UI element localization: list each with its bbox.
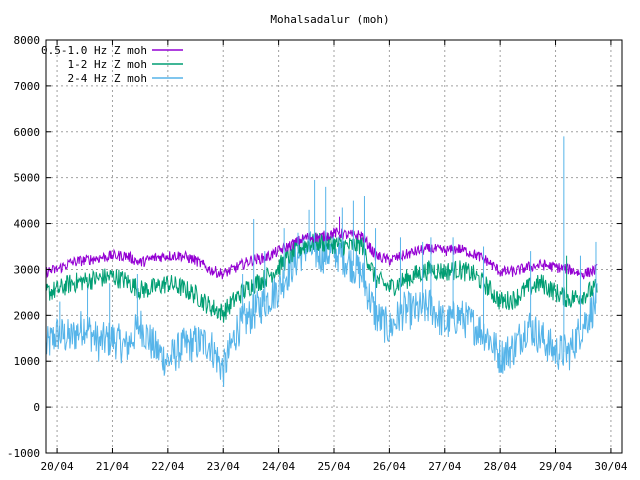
x-axis: 20/04 21/04 22/04 23/04 24/04 25/04 26/04 27/04…: [41, 40, 628, 473]
y-tick-label: 8000: [14, 34, 41, 47]
x-tick-label: 28/04: [484, 460, 517, 473]
y-tick-label: 4000: [14, 218, 41, 231]
y-tick-label: 3000: [14, 263, 41, 276]
y-axis: -1000 0 1000 2000 3000 4000 5000 6000 7000 8000: [7, 34, 622, 460]
x-tick-label: 21/04: [96, 460, 129, 473]
y-tick-label: 6000: [14, 126, 41, 139]
chart-title: Mohalsadalur (moh): [270, 13, 389, 26]
legend-label: 0.5-1.0 Hz Z moh: [41, 44, 147, 57]
y-tick-label: 1000: [14, 355, 41, 368]
legend-label: 1-2 Hz Z moh: [68, 58, 147, 71]
x-tick-label: 20/04: [41, 460, 74, 473]
x-tick-label: 26/04: [373, 460, 406, 473]
y-tick-label: 7000: [14, 80, 41, 93]
x-tick-label: 30/04: [594, 460, 627, 473]
x-tick-label: 25/04: [317, 460, 350, 473]
x-tick-label: 29/04: [539, 460, 572, 473]
y-tick-label: -1000: [7, 447, 40, 460]
series-layer: [45, 136, 598, 388]
y-tick-label: 5000: [14, 172, 41, 185]
x-tick-label: 24/04: [262, 460, 295, 473]
x-tick-label: 23/04: [207, 460, 240, 473]
y-tick-label: 2000: [14, 309, 41, 322]
legend-label: 2-4 Hz Z moh: [68, 72, 147, 85]
series-line-0p5-1hz: [45, 227, 598, 280]
y-tick-label: 0: [33, 401, 40, 414]
x-tick-label: 22/04: [151, 460, 184, 473]
x-tick-label: 27/04: [428, 460, 461, 473]
